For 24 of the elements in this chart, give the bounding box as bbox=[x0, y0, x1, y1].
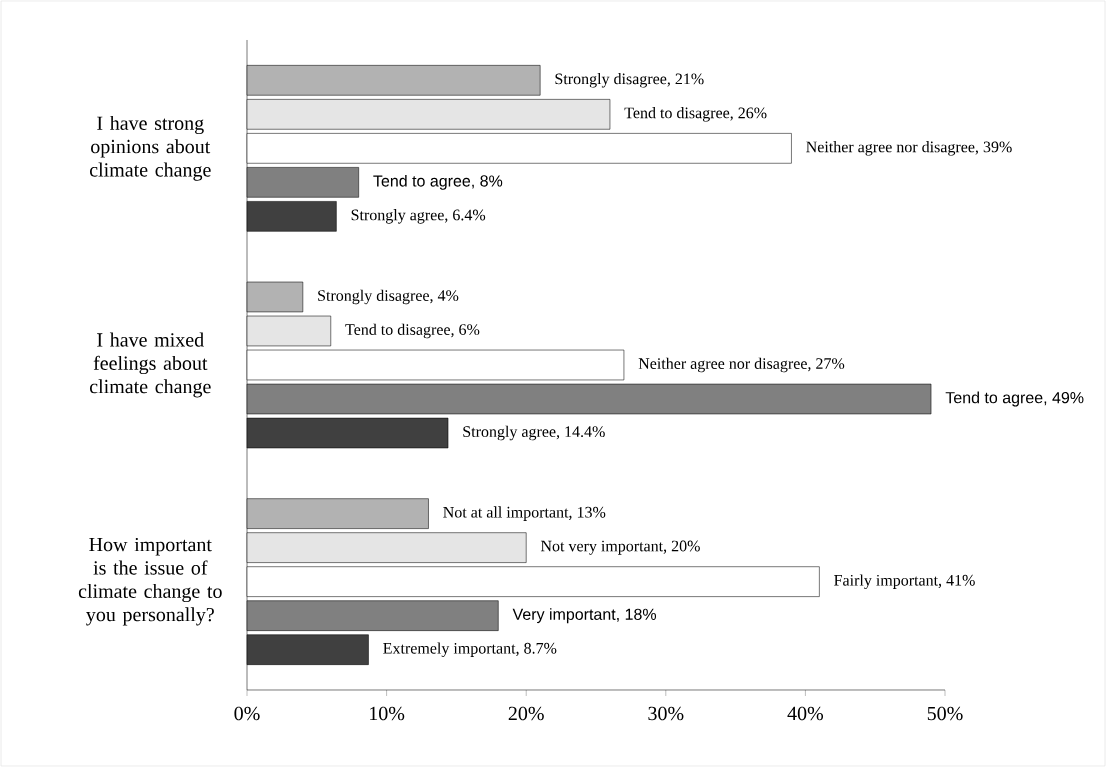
data-label: Very important, 18% bbox=[512, 608, 657, 624]
data-label: Not very important, 20% bbox=[540, 540, 700, 555]
y-tick-label: How important is the issue of climate change to you personally? bbox=[78, 537, 222, 626]
data-label: Extremely important, 8.7% bbox=[383, 642, 557, 657]
data-label: Strongly disagree, 4% bbox=[318, 289, 459, 305]
data-label: Tend to agree, 8% bbox=[373, 174, 503, 190]
data-label: Fairly important, 41% bbox=[834, 574, 975, 589]
data-label: Tend to agree, 49% bbox=[945, 391, 1084, 407]
x-tick-label: 10% bbox=[370, 706, 405, 721]
x-tick-label: 20% bbox=[508, 706, 544, 721]
x-tick-label: 0% bbox=[234, 706, 260, 721]
x-tick-label: 30% bbox=[648, 706, 684, 721]
data-label: Neither agree nor disagree, 27% bbox=[638, 357, 845, 373]
y-tick-label: I have mixed feelings about climate change bbox=[89, 332, 211, 398]
data-label: Strongly agree, 6.4% bbox=[351, 209, 486, 224]
data-label: Strongly agree, 14.4% bbox=[463, 425, 605, 441]
y-tick-label: I have strong opinions about climate change bbox=[89, 115, 211, 181]
data-label: Neither agree nor disagree, 39% bbox=[806, 141, 1012, 156]
data-label: Strongly disagree, 21% bbox=[555, 73, 704, 88]
data-label: Not at all important, 13% bbox=[443, 506, 606, 521]
x-tick-label: 50% bbox=[927, 706, 963, 721]
data-label: Tend to disagree, 6% bbox=[345, 323, 480, 339]
data-label: Tend to disagree, 26% bbox=[624, 107, 767, 122]
x-tick-label: 40% bbox=[787, 706, 824, 721]
